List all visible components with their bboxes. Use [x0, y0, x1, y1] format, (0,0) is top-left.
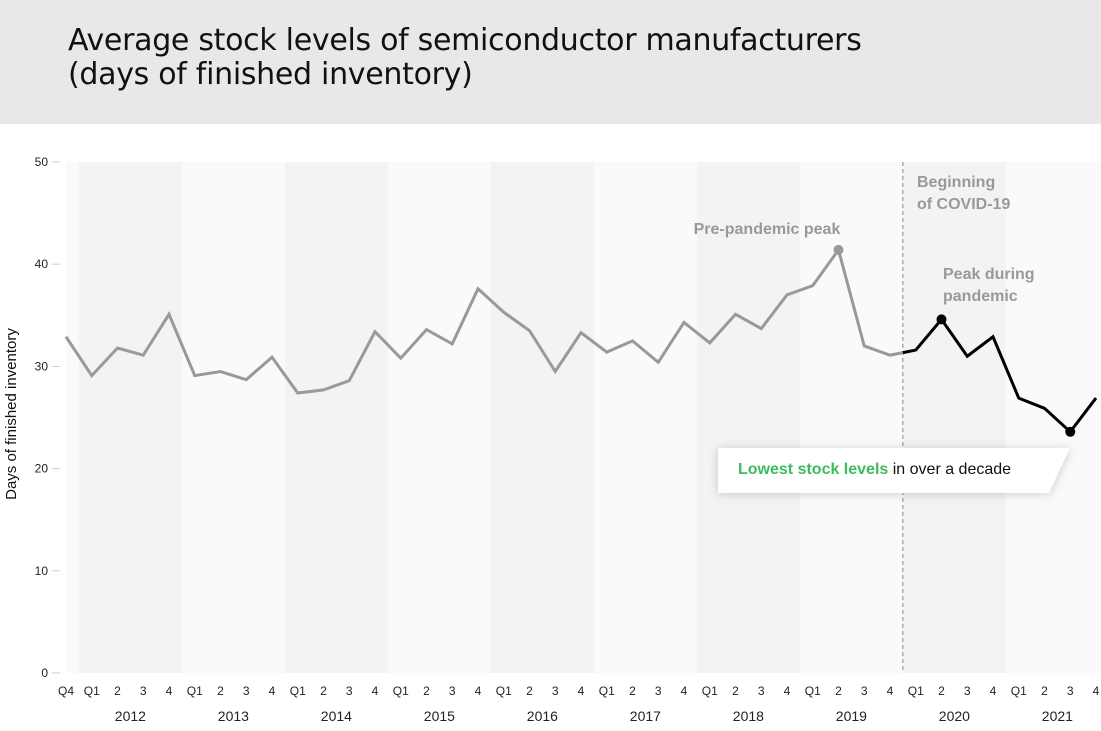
x-year-label: 2018: [733, 708, 764, 724]
x-quarter-label: Q4: [58, 684, 74, 698]
x-quarter-label: 2: [320, 684, 327, 698]
x-year-label: 2015: [424, 708, 455, 724]
x-quarter-label: 3: [1067, 684, 1074, 698]
x-quarter-label: Q1: [187, 684, 203, 698]
pandemic-peak-marker: [936, 314, 947, 325]
title-banner: Average stock levels of semiconductor ma…: [0, 0, 1101, 124]
y-tick-label: 40: [35, 257, 49, 271]
x-quarter-label: 3: [552, 684, 559, 698]
x-quarter-label: 3: [243, 684, 250, 698]
x-quarter-label: 4: [269, 684, 276, 698]
x-quarter-label: 2: [835, 684, 842, 698]
chart-title-line-2: (days of finished inventory): [68, 57, 473, 92]
x-quarter-label: 3: [346, 684, 353, 698]
pandemic-peak-label-line1: Peak during: [943, 266, 1035, 283]
x-quarter-label: Q1: [908, 684, 924, 698]
x-quarter-label: Q1: [1011, 684, 1027, 698]
x-quarter-label: 4: [887, 684, 894, 698]
x-quarter-label: 3: [655, 684, 662, 698]
x-year-label: 2016: [527, 708, 558, 724]
y-tick-label: 50: [35, 155, 49, 169]
x-quarter-label: Q1: [496, 684, 512, 698]
x-quarter-label: Q1: [84, 684, 100, 698]
x-quarter-label: 4: [681, 684, 688, 698]
x-quarter-label: 4: [1093, 684, 1100, 698]
x-year-label: 2017: [630, 708, 661, 724]
chart-title-line-1: Average stock levels of semiconductor ma…: [68, 23, 862, 58]
x-quarter-label: Q1: [393, 684, 409, 698]
x-year-label: 2019: [836, 708, 867, 724]
x-quarter-label: 2: [423, 684, 430, 698]
pre-pandemic-line: [64, 246, 904, 395]
y-tick-label: 10: [35, 564, 49, 578]
x-quarter-label: 3: [140, 684, 147, 698]
x-quarter-label: Q1: [805, 684, 821, 698]
x-quarter-label: 4: [990, 684, 997, 698]
x-quarter-label: Q1: [702, 684, 718, 698]
x-quarter-label: 2: [629, 684, 636, 698]
callout-rest: in over a decade: [888, 461, 1012, 478]
x-quarter-label: 3: [861, 684, 868, 698]
y-tick-label: 0: [41, 666, 48, 680]
x-quarter-label: Q1: [599, 684, 615, 698]
x-quarter-label: 2: [114, 684, 121, 698]
x-quarter-label: 3: [964, 684, 971, 698]
covid-start-label-line2: of COVID-19: [917, 196, 1010, 213]
pandemic-peak-label-line2: pandemic: [943, 288, 1018, 305]
x-quarter-label: 4: [166, 684, 173, 698]
x-quarter-label: 2: [938, 684, 945, 698]
x-year-label: 2013: [218, 708, 249, 724]
year-band-2016: [490, 162, 594, 673]
year-band-2012: [78, 162, 182, 673]
pre-pandemic-peak-marker: [833, 244, 844, 255]
x-quarter-label: 4: [784, 684, 791, 698]
x-quarter-label: 3: [449, 684, 456, 698]
covid-start-label-line1: Beginning: [917, 174, 995, 191]
x-quarter-label: Q1: [290, 684, 306, 698]
x-year-label: 2014: [321, 708, 352, 724]
pre-pandemic-peak-label: Pre-pandemic peak: [694, 221, 841, 238]
lowest-point-marker: [1065, 426, 1076, 437]
chart-title: Average stock levels of semiconductor ma…: [68, 24, 862, 92]
x-year-label: 2012: [115, 708, 146, 724]
year-band-2014: [284, 162, 388, 673]
year-band-2020: [902, 162, 1006, 673]
x-quarter-label: 2: [1041, 684, 1048, 698]
callout-highlight: Lowest stock levels: [738, 461, 889, 478]
x-quarter-label: 4: [578, 684, 585, 698]
y-axis-label: Days of finished inventory: [3, 328, 20, 500]
x-quarter-label: 2: [732, 684, 739, 698]
x-quarter-label: 4: [475, 684, 482, 698]
x-quarter-label: 3: [758, 684, 765, 698]
y-tick-label: 20: [35, 462, 49, 476]
x-year-label: 2021: [1042, 708, 1073, 724]
x-quarter-label: 2: [526, 684, 533, 698]
pandemic-line: [902, 316, 1098, 435]
year-band-2018: [696, 162, 800, 673]
lowest-stock-callout: Lowest stock levels in over a decade: [718, 448, 1070, 493]
x-year-label: 2020: [939, 708, 970, 724]
y-tick-label: 30: [35, 359, 49, 373]
x-quarter-label: 2: [217, 684, 224, 698]
x-quarter-label: 4: [372, 684, 379, 698]
